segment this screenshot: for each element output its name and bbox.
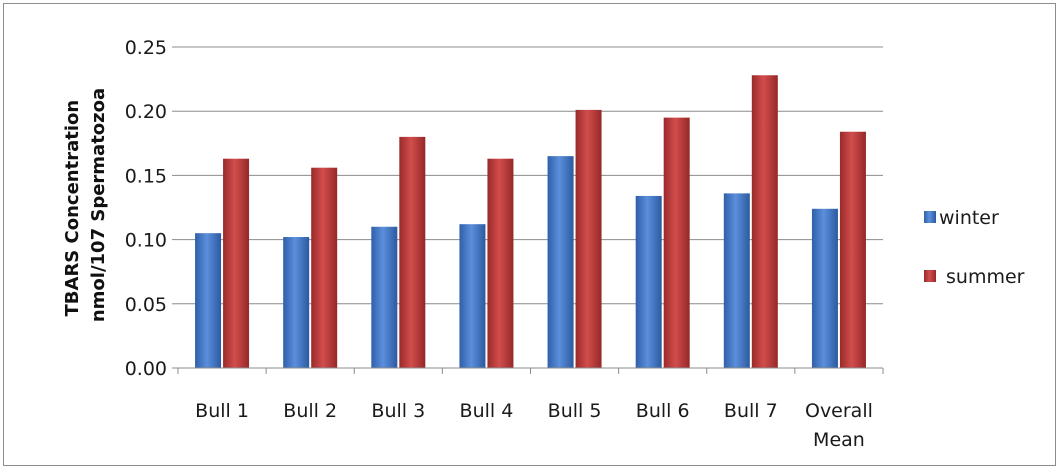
bar-winter-8 xyxy=(811,208,838,368)
x-axis-categories: Bull 1 Bull 2 Bull 3 Bull 4 Bull 5 Bull 6 Bull… xyxy=(177,368,884,451)
x-category-label-line: Bull 4 xyxy=(460,400,514,422)
bar-winter-6 xyxy=(635,195,662,368)
x-category-label: Bull 7 xyxy=(724,400,778,422)
y-tick-label: 0.10 xyxy=(125,230,167,252)
y-axis-title-line-1: TBARS Concentration xyxy=(62,100,83,317)
chart-area xyxy=(3,3,1056,466)
y-tick-label: 0.15 xyxy=(125,165,167,187)
x-category-label-line: Bull 2 xyxy=(283,400,337,422)
x-category-label-line: Bull 5 xyxy=(548,400,602,422)
x-category-label: Bull 2 xyxy=(283,400,337,422)
y-axis-title: TBARS Concentration nmol/107 Spermatozoa xyxy=(62,88,109,322)
bars xyxy=(195,75,866,369)
bar-summer-8 xyxy=(839,131,866,368)
bar-summer-1 xyxy=(223,158,250,368)
y-tick-label: 0.05 xyxy=(125,294,167,316)
y-tick-label: 0.25 xyxy=(125,37,167,59)
bar-winter-7 xyxy=(723,193,750,368)
y-tick-label: 0.20 xyxy=(125,101,167,123)
legend-swatch-summer xyxy=(924,270,936,282)
legend-swatch-winter xyxy=(924,211,936,223)
legend-label-summer: summer xyxy=(946,266,1025,288)
legend-item-summer: summer xyxy=(924,266,1025,288)
x-category-label-line: Bull 7 xyxy=(724,400,778,422)
legend: winter summer xyxy=(924,207,1025,288)
x-category-label: Overall Mean xyxy=(805,400,873,451)
x-category-label-line: Bull 3 xyxy=(371,400,425,422)
x-category-label-line: Bull 6 xyxy=(636,400,690,422)
bar-summer-7 xyxy=(751,75,778,369)
bar-summer-6 xyxy=(663,117,690,369)
bar-winter-5 xyxy=(547,156,574,368)
x-category-label: Bull 1 xyxy=(195,400,249,422)
x-category-label: Bull 6 xyxy=(636,400,690,422)
bar-summer-4 xyxy=(487,158,514,368)
x-category-label: Bull 5 xyxy=(548,400,602,422)
y-axis-ticks: 0.00 0.05 0.10 0.15 0.20 0.25 xyxy=(125,37,178,380)
x-category-label-line: Bull 1 xyxy=(195,400,249,422)
bar-winter-3 xyxy=(371,226,398,368)
x-category-label-line: Overall xyxy=(805,400,873,422)
x-category-label: Bull 4 xyxy=(460,400,514,422)
bar-summer-2 xyxy=(311,167,338,368)
bar-winter-1 xyxy=(195,233,222,368)
bar-winter-4 xyxy=(459,224,486,368)
y-tick-label: 0.00 xyxy=(125,358,167,380)
x-category-label: Bull 3 xyxy=(371,400,425,422)
bar-winter-2 xyxy=(283,237,310,368)
legend-item-winter: winter xyxy=(924,207,999,229)
bar-summer-3 xyxy=(399,136,426,368)
bar-summer-5 xyxy=(575,109,602,368)
x-category-label-line: Mean xyxy=(813,429,865,451)
y-axis-title-line-2: nmol/107 Spermatozoa xyxy=(88,88,109,322)
legend-label-winter: winter xyxy=(939,207,999,229)
